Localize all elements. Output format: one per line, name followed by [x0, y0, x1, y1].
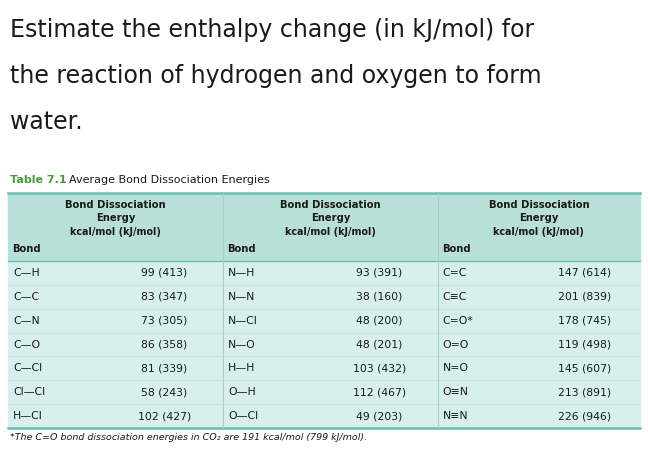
Text: water.: water.	[10, 110, 83, 134]
Text: Table 7.1: Table 7.1	[10, 175, 67, 185]
Text: 99 (413): 99 (413)	[141, 268, 187, 278]
Text: kcal/mol (kJ/mol): kcal/mol (kJ/mol)	[493, 227, 584, 237]
Text: C—O: C—O	[13, 339, 40, 350]
Text: C—Cl: C—Cl	[13, 363, 42, 373]
Text: 86 (358): 86 (358)	[141, 339, 187, 350]
Text: Bond: Bond	[12, 244, 41, 254]
Text: Bond: Bond	[227, 244, 255, 254]
Text: Cl—Cl: Cl—Cl	[13, 387, 45, 397]
Text: *The C=O bond dissociation energies in CO₂ are 191 kcal/mol (799 kJ/mol).: *The C=O bond dissociation energies in C…	[10, 433, 367, 442]
Text: 93 (391): 93 (391)	[356, 268, 402, 278]
Text: Bond Dissociation: Bond Dissociation	[280, 200, 380, 210]
Text: 73 (305): 73 (305)	[141, 315, 188, 326]
Text: 178 (745): 178 (745)	[558, 315, 611, 326]
Text: 102 (427): 102 (427)	[138, 411, 191, 421]
Text: Energy: Energy	[96, 213, 135, 223]
Text: 112 (467): 112 (467)	[353, 387, 406, 397]
Text: kcal/mol (kJ/mol): kcal/mol (kJ/mol)	[285, 227, 376, 237]
Text: 226 (946): 226 (946)	[558, 411, 611, 421]
Text: O—H: O—H	[228, 387, 255, 397]
Text: N≡N: N≡N	[443, 411, 469, 421]
Text: N—O: N—O	[228, 339, 255, 350]
Text: O—Cl: O—Cl	[228, 411, 258, 421]
Text: Estimate the enthalpy change (in kJ/mol) for: Estimate the enthalpy change (in kJ/mol)…	[10, 18, 534, 42]
Text: Average Bond Dissociation Energies: Average Bond Dissociation Energies	[62, 175, 270, 185]
Bar	[8, 261, 640, 428]
Text: 147 (614): 147 (614)	[558, 268, 611, 278]
Bar	[8, 193, 640, 261]
Text: 119 (498): 119 (498)	[558, 339, 611, 350]
Text: N—N: N—N	[228, 292, 255, 302]
Text: 83 (347): 83 (347)	[141, 292, 187, 302]
Text: C=O*: C=O*	[443, 315, 474, 326]
Text: 48 (200): 48 (200)	[356, 315, 402, 326]
Text: C—C: C—C	[13, 292, 39, 302]
Text: 103 (432): 103 (432)	[353, 363, 406, 373]
Text: C=C: C=C	[443, 268, 467, 278]
Text: 38 (160): 38 (160)	[356, 292, 402, 302]
Text: the reaction of hydrogen and oxygen to form: the reaction of hydrogen and oxygen to f…	[10, 64, 542, 88]
Text: 81 (339): 81 (339)	[141, 363, 187, 373]
Text: kcal/mol (kJ/mol): kcal/mol (kJ/mol)	[70, 227, 161, 237]
Text: Bond Dissociation: Bond Dissociation	[65, 200, 166, 210]
Text: N—H: N—H	[228, 268, 255, 278]
Text: 48 (201): 48 (201)	[356, 339, 402, 350]
Text: C—N: C—N	[13, 315, 40, 326]
Text: Energy: Energy	[310, 213, 350, 223]
Text: Bond: Bond	[442, 244, 470, 254]
Text: O=O: O=O	[443, 339, 469, 350]
Text: 213 (891): 213 (891)	[558, 387, 611, 397]
Text: C≡C: C≡C	[443, 292, 467, 302]
Text: 201 (839): 201 (839)	[558, 292, 611, 302]
Text: 145 (607): 145 (607)	[558, 363, 611, 373]
Text: 58 (243): 58 (243)	[141, 387, 187, 397]
Text: Energy: Energy	[519, 213, 559, 223]
Text: 49 (203): 49 (203)	[356, 411, 402, 421]
Text: H—Cl: H—Cl	[13, 411, 43, 421]
Text: H—H: H—H	[228, 363, 255, 373]
Text: N—Cl: N—Cl	[228, 315, 258, 326]
Text: Bond Dissociation: Bond Dissociation	[489, 200, 589, 210]
Text: C—H: C—H	[13, 268, 40, 278]
Text: N=O: N=O	[443, 363, 469, 373]
Text: O≡N: O≡N	[443, 387, 469, 397]
